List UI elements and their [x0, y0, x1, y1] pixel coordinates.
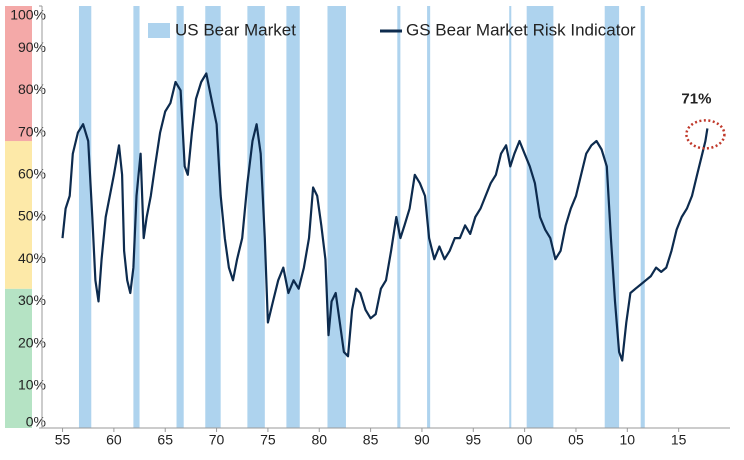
x-tick-label: 15 — [671, 432, 687, 448]
y-tick-label: 90% — [18, 39, 46, 55]
y-tick-label: 20% — [18, 334, 46, 350]
x-tick-label: 00 — [517, 432, 533, 448]
bear-market-band — [247, 6, 265, 428]
bear-market-band — [604, 6, 620, 428]
indicator-line — [61, 72, 709, 362]
legend-label: US Bear Market — [175, 20, 296, 39]
x-tick-label: 90 — [414, 432, 430, 448]
bear-market-band — [78, 6, 92, 428]
x-tick-label: 75 — [260, 432, 276, 448]
x-tick-label: 95 — [465, 432, 481, 448]
bear-market-band — [397, 6, 401, 428]
annotation-label: 71% — [681, 90, 711, 107]
annotation-circle — [685, 119, 726, 150]
y-tick-label: 60% — [18, 166, 46, 182]
bear-market-band — [205, 6, 221, 428]
x-tick-label: 55 — [55, 432, 71, 448]
y-tick-label: 40% — [18, 250, 46, 266]
y-tick-label: 100% — [10, 7, 46, 23]
bear-market-band — [640, 6, 645, 428]
bear-market-band — [176, 6, 184, 428]
risk-zone — [5, 288, 32, 428]
y-tick-label: 80% — [18, 81, 46, 97]
x-tick-label: 05 — [568, 432, 584, 448]
y-tick-label: 50% — [18, 208, 46, 224]
risk-zone — [5, 6, 32, 142]
legend-label: GS Bear Market Risk Indicator — [406, 20, 636, 39]
legend-swatch — [148, 23, 170, 38]
x-tick-label: 65 — [157, 432, 173, 448]
y-tick-label: 0% — [26, 414, 46, 430]
y-tick-label: 30% — [18, 292, 46, 308]
bear-market-band — [327, 6, 346, 428]
bear-market-band — [509, 6, 512, 428]
y-tick-label: 70% — [18, 123, 46, 139]
x-tick-label: 70 — [209, 432, 225, 448]
risk-zone — [5, 141, 32, 289]
x-tick-label: 85 — [363, 432, 379, 448]
bear-market-band — [286, 6, 300, 428]
y-tick-label: 10% — [18, 377, 46, 393]
x-tick-label: 80 — [311, 432, 327, 448]
x-tick-label: 60 — [106, 432, 122, 448]
x-tick-label: 10 — [620, 432, 636, 448]
bear-market-band — [427, 6, 431, 428]
